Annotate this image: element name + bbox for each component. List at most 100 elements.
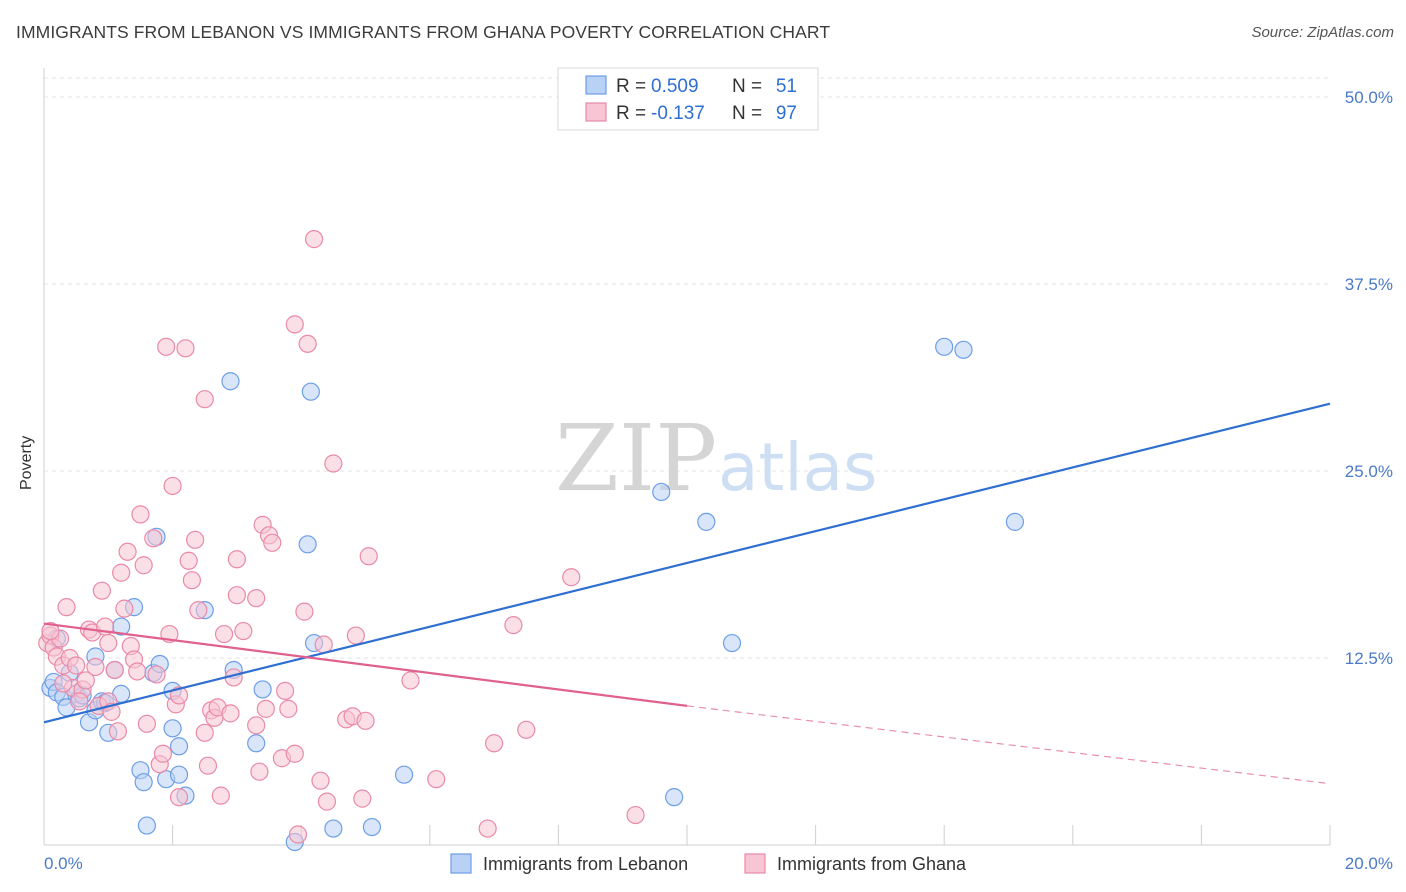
point-ghana xyxy=(99,633,118,653)
point-ghana xyxy=(195,390,214,409)
point-ghana xyxy=(195,723,214,742)
trend-line-ghana-extrapolated xyxy=(686,705,1331,785)
point-ghana xyxy=(214,624,234,644)
point-ghana xyxy=(221,704,240,723)
point-ghana xyxy=(227,550,246,569)
point-ghana xyxy=(128,662,147,681)
legend-n-label: N = xyxy=(732,103,762,124)
point-ghana xyxy=(70,692,89,711)
x-tick-label: 0.0% xyxy=(44,854,83,873)
point-ghana xyxy=(182,571,201,590)
tick-labels: 12.5% 25.0% 37.5% 50.0% 0.0% 20.0% xyxy=(44,88,1393,873)
point-ghana xyxy=(317,792,337,811)
point-lebanon xyxy=(253,680,272,699)
point-ghana xyxy=(131,505,150,524)
point-ghana xyxy=(176,339,195,358)
bottom-legend: Immigrants from Lebanon Immigrants from G… xyxy=(450,853,967,874)
point-lebanon xyxy=(301,382,320,401)
point-lebanon xyxy=(954,340,973,359)
point-ghana xyxy=(105,660,124,680)
point-ghana xyxy=(478,819,497,838)
point-lebanon xyxy=(652,482,671,502)
point-ghana xyxy=(288,825,308,844)
point-ghana xyxy=(41,621,60,641)
y-tick-label: 12.5% xyxy=(1345,649,1393,668)
point-ghana xyxy=(76,671,95,690)
trend-line-ghana xyxy=(43,622,688,707)
point-ghana xyxy=(517,720,536,739)
point-ghana xyxy=(169,686,189,705)
legend-swatch-lebanon xyxy=(585,75,607,95)
point-ghana xyxy=(115,599,134,618)
point-ghana xyxy=(359,547,378,566)
legend-n-value: 51 xyxy=(776,76,797,97)
point-ghana xyxy=(353,789,372,808)
trend-lines xyxy=(43,402,1331,785)
legend-r-value: 0.509 xyxy=(651,76,699,97)
point-lebanon xyxy=(665,788,684,807)
point-lebanon xyxy=(722,633,742,653)
grid-lines xyxy=(44,77,1330,659)
point-ghana xyxy=(311,771,330,790)
point-lebanon xyxy=(935,337,954,356)
point-lebanon xyxy=(362,817,382,837)
legend-n-value: 97 xyxy=(776,103,797,124)
point-ghana xyxy=(263,533,282,552)
point-ghana xyxy=(304,230,324,249)
point-lebanon xyxy=(134,773,153,792)
point-ghana xyxy=(256,699,275,718)
point-ghana xyxy=(147,665,166,684)
point-ghana xyxy=(234,621,253,641)
point-ghana xyxy=(285,315,304,334)
point-lebanon xyxy=(221,372,240,391)
watermark-zip: ZIP xyxy=(555,405,717,512)
point-ghana xyxy=(189,601,208,620)
point-lebanon xyxy=(247,734,266,753)
point-ghana xyxy=(324,454,343,473)
point-ghana xyxy=(108,722,128,741)
point-ghana xyxy=(401,671,420,690)
point-ghana xyxy=(57,598,76,617)
chart-title: IMMIGRANTS FROM LEBANON VS IMMIGRANTS FR… xyxy=(16,22,831,42)
bottom-legend-label-ghana: Immigrants from Ghana xyxy=(777,854,967,874)
chart-source: Source: ZipAtlas.com xyxy=(1251,24,1394,41)
point-ghana xyxy=(276,681,295,701)
point-ghana xyxy=(295,602,314,621)
point-lebanon xyxy=(394,765,414,784)
legend-n-label: N = xyxy=(732,76,762,97)
point-ghana xyxy=(356,711,375,730)
point-ghana xyxy=(157,337,176,356)
point-ghana xyxy=(346,626,365,645)
point-ghana xyxy=(285,744,304,763)
point-ghana xyxy=(54,674,73,693)
legend-box: R = 0.509 N = 51 R = -0.137 N = 97 xyxy=(557,67,819,131)
point-ghana xyxy=(86,657,105,677)
point-ghana xyxy=(144,529,163,548)
axes xyxy=(43,68,1331,846)
y-tick-label: 25.0% xyxy=(1345,462,1393,481)
point-lebanon xyxy=(1005,512,1025,531)
point-ghana xyxy=(137,714,156,733)
point-lebanon xyxy=(324,819,343,838)
point-ghana xyxy=(92,581,111,600)
legend-swatch-ghana xyxy=(585,102,607,122)
point-ghana xyxy=(247,716,266,735)
point-ghana xyxy=(504,615,523,635)
point-lebanon xyxy=(298,535,317,554)
point-ghana xyxy=(250,762,269,781)
point-ghana xyxy=(67,656,86,675)
point-ghana xyxy=(279,699,298,718)
point-ghana xyxy=(163,476,182,496)
point-ghana xyxy=(298,334,317,353)
point-lebanon xyxy=(697,512,716,531)
y-axis-label: Poverty xyxy=(18,435,35,490)
point-ghana xyxy=(211,786,230,805)
legend-r-label: R = xyxy=(616,103,646,124)
legend-r-label: R = xyxy=(616,76,646,97)
point-ghana xyxy=(198,756,218,775)
point-ghana xyxy=(247,589,266,608)
y-tick-label: 37.5% xyxy=(1345,275,1393,294)
point-ghana xyxy=(227,586,246,605)
point-ghana xyxy=(118,542,137,561)
